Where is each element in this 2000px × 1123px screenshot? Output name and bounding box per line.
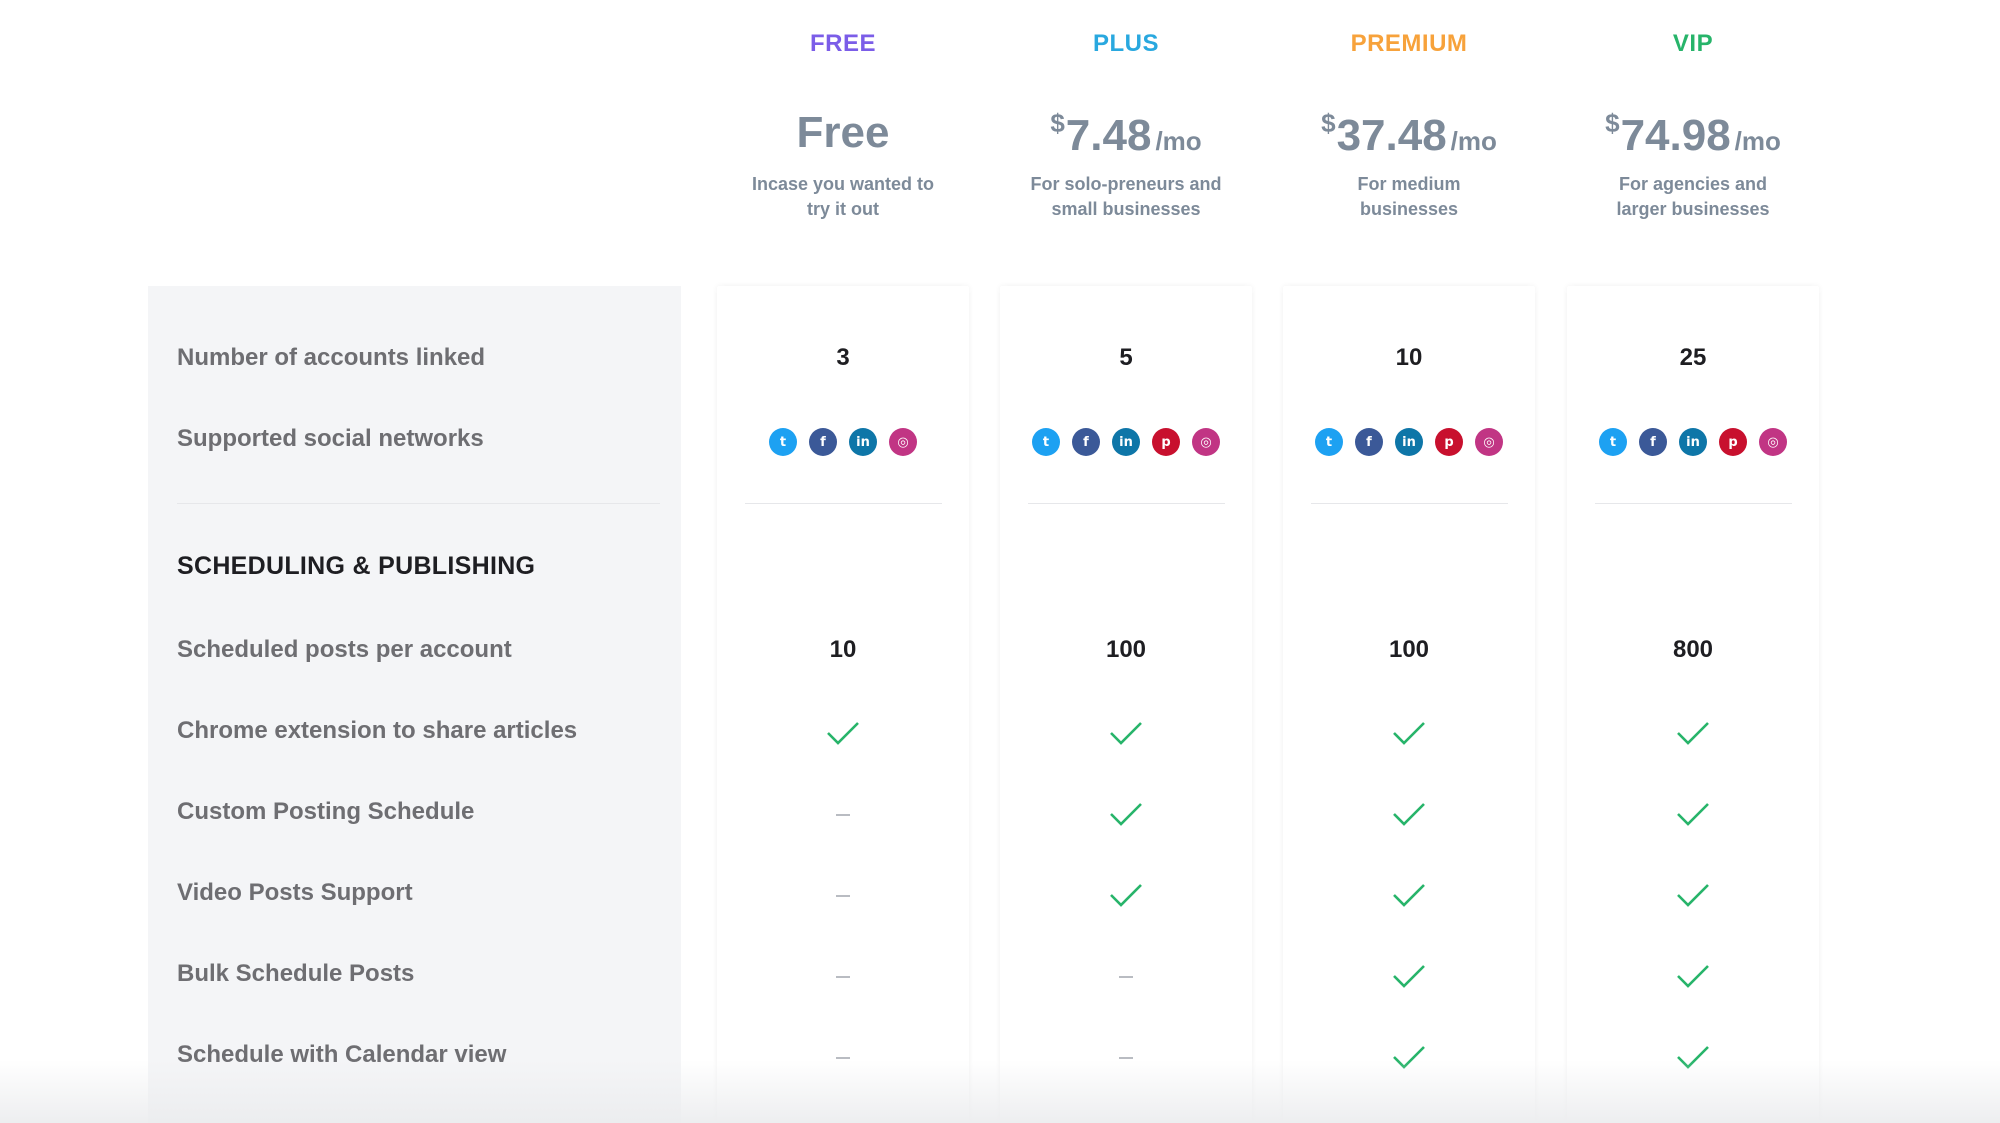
- plan-price: $37.48/mo: [1283, 108, 1535, 161]
- dash-icon: [836, 1057, 850, 1059]
- pinterest-icon: p: [1435, 428, 1463, 456]
- plan-description: For agencies and larger businesses: [1567, 172, 1819, 222]
- desc-line: businesses: [1359, 199, 1459, 219]
- price-amount: 37.48: [1336, 111, 1447, 160]
- instagram-icon: ◎: [1192, 428, 1220, 456]
- facebook-icon: f: [1072, 428, 1100, 456]
- plan-card-premium: [1283, 286, 1535, 1123]
- row-label-video-posts: Video Posts Support: [177, 879, 413, 906]
- check-icon: [1110, 722, 1142, 745]
- cell-scheduled-plus: 100: [1105, 636, 1147, 663]
- linkedin-icon: in: [849, 428, 877, 456]
- plan-card-free: [717, 286, 969, 1123]
- row-label-accounts-linked: Number of accounts linked: [177, 344, 486, 371]
- plan-price: $74.98/mo: [1567, 108, 1819, 161]
- currency-symbol: $: [1321, 108, 1336, 138]
- row-label-social-networks: Supported social networks: [177, 425, 484, 452]
- instagram-icon: ◎: [1475, 428, 1503, 456]
- plan-card-plus: [1000, 286, 1252, 1123]
- plan-description: Incase you wanted to try it out: [717, 172, 969, 222]
- row-label-custom-posting: Custom Posting Schedule: [177, 798, 475, 825]
- plan-price: Free: [717, 108, 969, 158]
- social-icons-free: t f in ◎: [717, 428, 969, 456]
- cell-accounts-vip: 25: [1679, 344, 1707, 371]
- linkedin-icon: in: [1679, 428, 1707, 456]
- cell-scheduled-free: 10: [829, 636, 857, 663]
- check-icon: [1677, 722, 1709, 745]
- price-amount: 7.48: [1065, 111, 1152, 160]
- divider: [177, 503, 660, 504]
- divider: [1028, 503, 1225, 504]
- desc-line: larger businesses: [1616, 199, 1770, 219]
- check-icon: [1110, 803, 1142, 826]
- cell-accounts-premium: 10: [1395, 344, 1423, 371]
- plan-description: For solo-preneurs and small businesses: [1000, 172, 1252, 222]
- linkedin-icon: in: [1112, 428, 1140, 456]
- plan-name: PLUS: [1092, 30, 1159, 57]
- social-icons-premium: t f in p ◎: [1283, 428, 1535, 456]
- linkedin-icon: in: [1395, 428, 1423, 456]
- plan-price: $7.48/mo: [1000, 108, 1252, 161]
- check-icon: [1393, 884, 1425, 907]
- dash-icon: [1119, 1057, 1133, 1059]
- social-icons-vip: t f in p ◎: [1567, 428, 1819, 456]
- dash-icon: [836, 814, 850, 816]
- check-icon: [1393, 803, 1425, 826]
- check-icon: [1677, 965, 1709, 988]
- social-icons-plus: t f in p ◎: [1000, 428, 1252, 456]
- dash-icon: [836, 976, 850, 978]
- facebook-icon: f: [1355, 428, 1383, 456]
- twitter-icon: t: [1032, 428, 1060, 456]
- currency-symbol: $: [1050, 108, 1065, 138]
- price-period: /mo: [1734, 126, 1781, 156]
- row-label-chrome-extension: Chrome extension to share articles: [177, 717, 578, 744]
- twitter-icon: t: [769, 428, 797, 456]
- price-text: Free: [796, 108, 890, 157]
- section-heading-scheduling: SCHEDULING & PUBLISHING: [177, 552, 536, 580]
- plan-name: FREE: [809, 30, 876, 57]
- check-icon: [1110, 884, 1142, 907]
- pinterest-icon: p: [1152, 428, 1180, 456]
- twitter-icon: t: [1599, 428, 1627, 456]
- facebook-icon: f: [1639, 428, 1667, 456]
- twitter-icon: t: [1315, 428, 1343, 456]
- desc-line: small businesses: [1051, 199, 1201, 219]
- facebook-icon: f: [809, 428, 837, 456]
- row-label-scheduled-posts: Scheduled posts per account: [177, 636, 512, 663]
- desc-line: For solo-preneurs and: [1030, 174, 1222, 194]
- divider: [745, 503, 942, 504]
- desc-line: try it out: [807, 199, 879, 219]
- divider: [1311, 503, 1508, 504]
- desc-line: For medium: [1357, 174, 1461, 194]
- currency-symbol: $: [1605, 108, 1620, 138]
- check-icon: [1677, 803, 1709, 826]
- feature-label-panel: [148, 286, 681, 1123]
- row-label-bulk-schedule: Bulk Schedule Posts: [177, 960, 415, 987]
- price-period: /mo: [1155, 126, 1202, 156]
- dash-icon: [1119, 976, 1133, 978]
- bottom-fade: [0, 1060, 2000, 1123]
- instagram-icon: ◎: [889, 428, 917, 456]
- price-amount: 74.98: [1620, 111, 1731, 160]
- instagram-icon: ◎: [1759, 428, 1787, 456]
- cell-scheduled-vip: 800: [1672, 636, 1714, 663]
- plan-name: VIP: [1672, 30, 1714, 57]
- check-icon: [1393, 965, 1425, 988]
- check-icon: [1393, 722, 1425, 745]
- cell-accounts-plus: 5: [1119, 344, 1133, 371]
- check-icon: [1677, 884, 1709, 907]
- cell-accounts-free: 3: [836, 344, 850, 371]
- pinterest-icon: p: [1719, 428, 1747, 456]
- price-period: /mo: [1450, 126, 1497, 156]
- plan-name: PREMIUM: [1350, 30, 1468, 57]
- plan-description: For medium businesses: [1283, 172, 1535, 222]
- cell-scheduled-premium: 100: [1388, 636, 1430, 663]
- plan-card-vip: [1567, 286, 1819, 1123]
- desc-line: Incase you wanted to: [751, 174, 935, 194]
- dash-icon: [836, 895, 850, 897]
- divider: [1595, 503, 1792, 504]
- check-icon: [827, 722, 859, 745]
- desc-line: For agencies and: [1618, 174, 1768, 194]
